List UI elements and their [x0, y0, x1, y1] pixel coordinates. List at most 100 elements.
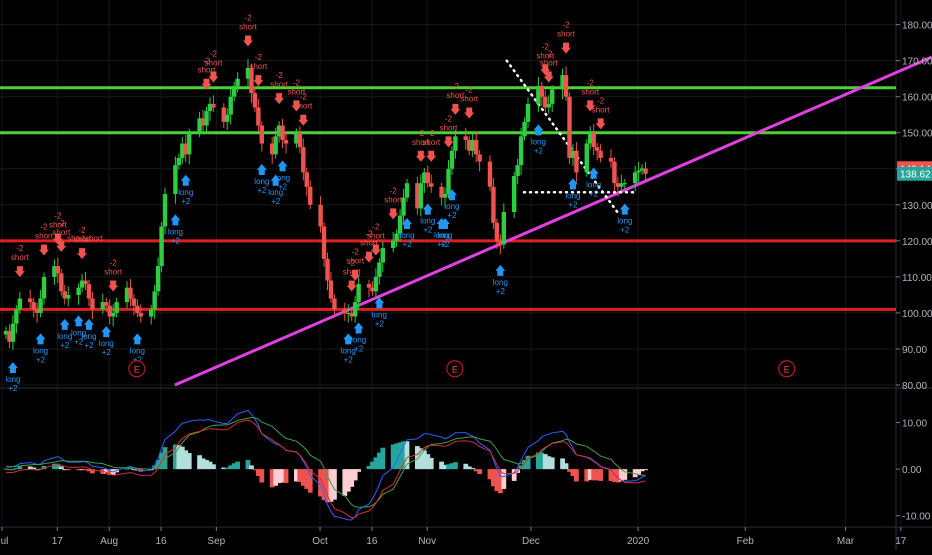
- candle: [41, 272, 47, 305]
- candle-body: [321, 226, 327, 259]
- short-signal-strength: -2: [587, 78, 595, 87]
- candle: [429, 174, 434, 193]
- short-signal-label: short: [239, 22, 258, 31]
- candle: [442, 187, 448, 208]
- long-signal-strength: +2: [496, 287, 506, 296]
- candle-body: [550, 89, 555, 104]
- candle: [62, 284, 67, 305]
- long-signal-label: long: [434, 231, 449, 240]
- candle-body: [245, 67, 251, 79]
- candle-body: [636, 170, 641, 173]
- long-signal-label: long: [81, 332, 96, 341]
- histogram-bar: [90, 469, 95, 474]
- candle: [294, 128, 299, 148]
- macd-secondary-line: [5, 419, 646, 519]
- long-signal: long+2: [57, 318, 72, 350]
- short-signal-label: short: [581, 87, 600, 96]
- histogram-bar: [304, 469, 310, 489]
- candle: [491, 178, 496, 229]
- candle: [162, 187, 168, 235]
- long-signal: long+2: [99, 326, 114, 357]
- histogram-bar: [224, 467, 230, 470]
- histogram-bar: [245, 460, 251, 470]
- macd-histogram: [3, 441, 648, 503]
- time-tick-label: 17: [895, 536, 907, 547]
- candle-body: [280, 125, 285, 140]
- long-signal-strength: +2: [84, 341, 94, 350]
- short-signal-strength: -2: [597, 96, 605, 105]
- price-tick-label: 130.00: [902, 201, 932, 212]
- candle-body: [325, 258, 330, 281]
- long-signal-strength: +2: [402, 240, 412, 249]
- down-arrow-icon: [450, 103, 461, 115]
- short-signal-strength: -2: [445, 114, 453, 123]
- short-signal-label: short: [343, 268, 362, 277]
- histogram-bar: [511, 469, 517, 481]
- candle-body: [328, 280, 334, 299]
- down-arrow-icon: [363, 251, 374, 263]
- earnings-letter: E: [452, 364, 458, 374]
- long-signal: long+2: [565, 178, 581, 209]
- time-tick-label: 16: [366, 536, 378, 547]
- long-signal-label: long: [268, 188, 283, 197]
- down-arrow-icon: [543, 71, 554, 83]
- candle: [59, 268, 64, 296]
- candle-body: [574, 150, 579, 173]
- short-signal-strength: -2: [365, 230, 373, 239]
- long-signal-strength: +2: [437, 240, 447, 249]
- earnings-marker: E: [778, 360, 796, 378]
- candle-body: [276, 125, 282, 137]
- candle: [110, 304, 116, 327]
- indicator-tick-label: -10.00: [902, 512, 931, 523]
- histogram-bar: [598, 469, 604, 481]
- short-signal-label: short: [249, 62, 268, 71]
- long-signal-label: long: [531, 137, 546, 146]
- histogram-bar: [27, 466, 33, 470]
- histogram-bar: [622, 469, 628, 480]
- candle: [283, 131, 289, 154]
- histogram-bar: [283, 469, 289, 484]
- long-signal: long+2: [444, 189, 460, 220]
- candle-body: [301, 147, 306, 173]
- long-signal: long+2: [420, 203, 435, 235]
- candle-body: [349, 312, 354, 317]
- candle: [511, 171, 517, 219]
- macd-line: [5, 409, 646, 521]
- candle-body: [31, 302, 36, 310]
- down-arrow-icon: [291, 100, 302, 112]
- price-tag: 138.62: [897, 166, 932, 181]
- candle-body: [76, 287, 81, 295]
- candle: [494, 218, 500, 249]
- price-tick-label: 150.00: [902, 129, 932, 140]
- candle: [321, 222, 327, 267]
- candle-body: [567, 96, 572, 158]
- candle: [104, 297, 109, 312]
- histogram-bar: [172, 444, 178, 470]
- histogram-bar: [570, 469, 576, 477]
- down-arrow-icon: [388, 208, 399, 220]
- candle: [301, 138, 306, 181]
- down-arrow-icon: [426, 150, 437, 162]
- candle: [17, 292, 23, 314]
- candle: [124, 281, 130, 309]
- long-signal-label: long: [565, 191, 580, 200]
- candle-body: [366, 284, 372, 288]
- short-signal-strength: -2: [452, 82, 460, 91]
- histogram-bar: [128, 467, 133, 470]
- histogram-bar: [207, 461, 213, 470]
- candle: [107, 299, 112, 325]
- candle-body: [211, 103, 216, 108]
- candle-body: [639, 168, 645, 171]
- candle-body: [197, 118, 202, 133]
- histogram-bar: [397, 442, 403, 470]
- earnings-marker: E: [128, 360, 146, 378]
- candle-body: [131, 298, 137, 306]
- candle-body: [342, 309, 347, 313]
- candle: [211, 95, 216, 112]
- short-signal-label: short: [412, 138, 431, 147]
- time-tick-label: Sep: [207, 536, 225, 547]
